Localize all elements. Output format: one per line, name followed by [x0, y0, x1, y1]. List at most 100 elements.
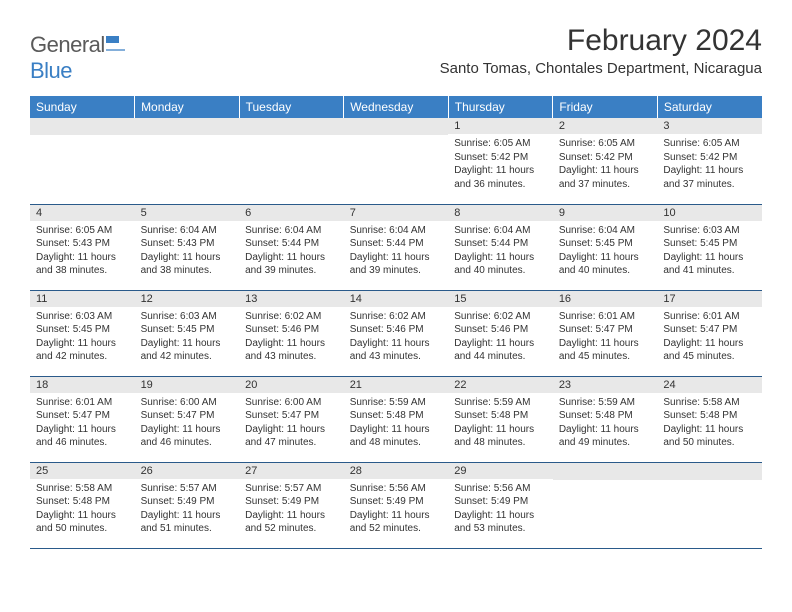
day-number: 20 — [239, 377, 344, 393]
day-details: Sunrise: 6:02 AMSunset: 5:46 PMDaylight:… — [448, 307, 553, 367]
day-details: Sunrise: 5:57 AMSunset: 5:49 PMDaylight:… — [239, 479, 344, 539]
day-details: Sunrise: 6:04 AMSunset: 5:43 PMDaylight:… — [135, 221, 240, 281]
calendar-cell-empty — [239, 118, 344, 204]
day-number: 16 — [553, 291, 658, 307]
calendar-cell: 16Sunrise: 6:01 AMSunset: 5:47 PMDayligh… — [553, 290, 658, 376]
calendar-cell-empty — [135, 118, 240, 204]
day-number-empty — [657, 463, 762, 480]
day-details: Sunrise: 6:04 AMSunset: 5:44 PMDaylight:… — [344, 221, 449, 281]
calendar-cell: 29Sunrise: 5:56 AMSunset: 5:49 PMDayligh… — [448, 462, 553, 548]
calendar-cell: 28Sunrise: 5:56 AMSunset: 5:49 PMDayligh… — [344, 462, 449, 548]
calendar-cell: 27Sunrise: 5:57 AMSunset: 5:49 PMDayligh… — [239, 462, 344, 548]
day-details: Sunrise: 5:58 AMSunset: 5:48 PMDaylight:… — [30, 479, 135, 539]
calendar-row: 25Sunrise: 5:58 AMSunset: 5:48 PMDayligh… — [30, 462, 762, 548]
day-details: Sunrise: 6:04 AMSunset: 5:44 PMDaylight:… — [239, 221, 344, 281]
day-number: 26 — [135, 463, 240, 479]
day-number: 3 — [657, 118, 762, 134]
page-title: February 2024 — [440, 24, 762, 58]
day-number: 25 — [30, 463, 135, 479]
day-details: Sunrise: 5:56 AMSunset: 5:49 PMDaylight:… — [344, 479, 449, 539]
calendar-cell: 3Sunrise: 6:05 AMSunset: 5:42 PMDaylight… — [657, 118, 762, 204]
day-number: 13 — [239, 291, 344, 307]
calendar-cell: 15Sunrise: 6:02 AMSunset: 5:46 PMDayligh… — [448, 290, 553, 376]
day-number: 23 — [553, 377, 658, 393]
calendar-cell: 21Sunrise: 5:59 AMSunset: 5:48 PMDayligh… — [344, 376, 449, 462]
weekday-header: Saturday — [657, 96, 762, 118]
day-number: 29 — [448, 463, 553, 479]
calendar-cell: 4Sunrise: 6:05 AMSunset: 5:43 PMDaylight… — [30, 204, 135, 290]
weekday-header: Tuesday — [239, 96, 344, 118]
day-details: Sunrise: 5:59 AMSunset: 5:48 PMDaylight:… — [448, 393, 553, 453]
day-details: Sunrise: 6:00 AMSunset: 5:47 PMDaylight:… — [135, 393, 240, 453]
day-number: 10 — [657, 205, 762, 221]
calendar-cell-empty — [553, 462, 658, 548]
calendar-cell: 18Sunrise: 6:01 AMSunset: 5:47 PMDayligh… — [30, 376, 135, 462]
weekday-header: Monday — [135, 96, 240, 118]
day-details: Sunrise: 6:01 AMSunset: 5:47 PMDaylight:… — [657, 307, 762, 367]
logo: GeneralBlue — [30, 24, 127, 84]
weekday-header: Thursday — [448, 96, 553, 118]
calendar-cell: 22Sunrise: 5:59 AMSunset: 5:48 PMDayligh… — [448, 376, 553, 462]
calendar-cell: 5Sunrise: 6:04 AMSunset: 5:43 PMDaylight… — [135, 204, 240, 290]
day-number: 9 — [553, 205, 658, 221]
location-text: Santo Tomas, Chontales Department, Nicar… — [440, 60, 762, 77]
day-number: 22 — [448, 377, 553, 393]
day-number-empty — [30, 118, 135, 135]
day-number: 19 — [135, 377, 240, 393]
day-details: Sunrise: 6:02 AMSunset: 5:46 PMDaylight:… — [344, 307, 449, 367]
day-details: Sunrise: 6:05 AMSunset: 5:43 PMDaylight:… — [30, 221, 135, 281]
calendar-cell: 23Sunrise: 5:59 AMSunset: 5:48 PMDayligh… — [553, 376, 658, 462]
day-number: 24 — [657, 377, 762, 393]
calendar-cell-empty — [344, 118, 449, 204]
day-details: Sunrise: 5:59 AMSunset: 5:48 PMDaylight:… — [344, 393, 449, 453]
day-details: Sunrise: 6:01 AMSunset: 5:47 PMDaylight:… — [30, 393, 135, 453]
weekday-header: Sunday — [30, 96, 135, 118]
calendar-row: 18Sunrise: 6:01 AMSunset: 5:47 PMDayligh… — [30, 376, 762, 462]
logo-text: GeneralBlue — [30, 32, 127, 84]
day-details: Sunrise: 5:57 AMSunset: 5:49 PMDaylight:… — [135, 479, 240, 539]
calendar-cell: 2Sunrise: 6:05 AMSunset: 5:42 PMDaylight… — [553, 118, 658, 204]
calendar-cell: 17Sunrise: 6:01 AMSunset: 5:47 PMDayligh… — [657, 290, 762, 376]
day-details: Sunrise: 6:00 AMSunset: 5:47 PMDaylight:… — [239, 393, 344, 453]
calendar-cell: 13Sunrise: 6:02 AMSunset: 5:46 PMDayligh… — [239, 290, 344, 376]
day-number: 15 — [448, 291, 553, 307]
day-details: Sunrise: 6:02 AMSunset: 5:46 PMDaylight:… — [239, 307, 344, 367]
logo-text-general: General — [30, 32, 105, 57]
calendar-table: SundayMondayTuesdayWednesdayThursdayFrid… — [30, 96, 762, 549]
calendar-cell: 11Sunrise: 6:03 AMSunset: 5:45 PMDayligh… — [30, 290, 135, 376]
day-number-empty — [553, 463, 658, 480]
day-details: Sunrise: 6:04 AMSunset: 5:44 PMDaylight:… — [448, 221, 553, 281]
day-number: 17 — [657, 291, 762, 307]
calendar-cell: 20Sunrise: 6:00 AMSunset: 5:47 PMDayligh… — [239, 376, 344, 462]
day-number: 14 — [344, 291, 449, 307]
day-number-empty — [344, 118, 449, 135]
day-details: Sunrise: 6:03 AMSunset: 5:45 PMDaylight:… — [657, 221, 762, 281]
day-details: Sunrise: 6:03 AMSunset: 5:45 PMDaylight:… — [135, 307, 240, 367]
day-number: 21 — [344, 377, 449, 393]
calendar-cell: 25Sunrise: 5:58 AMSunset: 5:48 PMDayligh… — [30, 462, 135, 548]
day-details: Sunrise: 6:05 AMSunset: 5:42 PMDaylight:… — [553, 134, 658, 194]
weekday-header: Friday — [553, 96, 658, 118]
day-details: Sunrise: 5:59 AMSunset: 5:48 PMDaylight:… — [553, 393, 658, 453]
day-number: 2 — [553, 118, 658, 134]
calendar-cell: 10Sunrise: 6:03 AMSunset: 5:45 PMDayligh… — [657, 204, 762, 290]
day-number: 12 — [135, 291, 240, 307]
calendar-cell: 24Sunrise: 5:58 AMSunset: 5:48 PMDayligh… — [657, 376, 762, 462]
calendar-cell: 26Sunrise: 5:57 AMSunset: 5:49 PMDayligh… — [135, 462, 240, 548]
day-number: 7 — [344, 205, 449, 221]
day-number: 4 — [30, 205, 135, 221]
flag-icon — [105, 34, 127, 52]
weekday-header: Wednesday — [344, 96, 449, 118]
logo-text-blue: Blue — [30, 58, 72, 83]
calendar-cell: 14Sunrise: 6:02 AMSunset: 5:46 PMDayligh… — [344, 290, 449, 376]
calendar-cell: 1Sunrise: 6:05 AMSunset: 5:42 PMDaylight… — [448, 118, 553, 204]
calendar-cell-empty — [30, 118, 135, 204]
day-number-empty — [135, 118, 240, 135]
day-number: 18 — [30, 377, 135, 393]
calendar-row: 4Sunrise: 6:05 AMSunset: 5:43 PMDaylight… — [30, 204, 762, 290]
calendar-cell: 9Sunrise: 6:04 AMSunset: 5:45 PMDaylight… — [553, 204, 658, 290]
day-number: 8 — [448, 205, 553, 221]
calendar-cell-empty — [657, 462, 762, 548]
day-details: Sunrise: 6:05 AMSunset: 5:42 PMDaylight:… — [448, 134, 553, 194]
day-number: 6 — [239, 205, 344, 221]
